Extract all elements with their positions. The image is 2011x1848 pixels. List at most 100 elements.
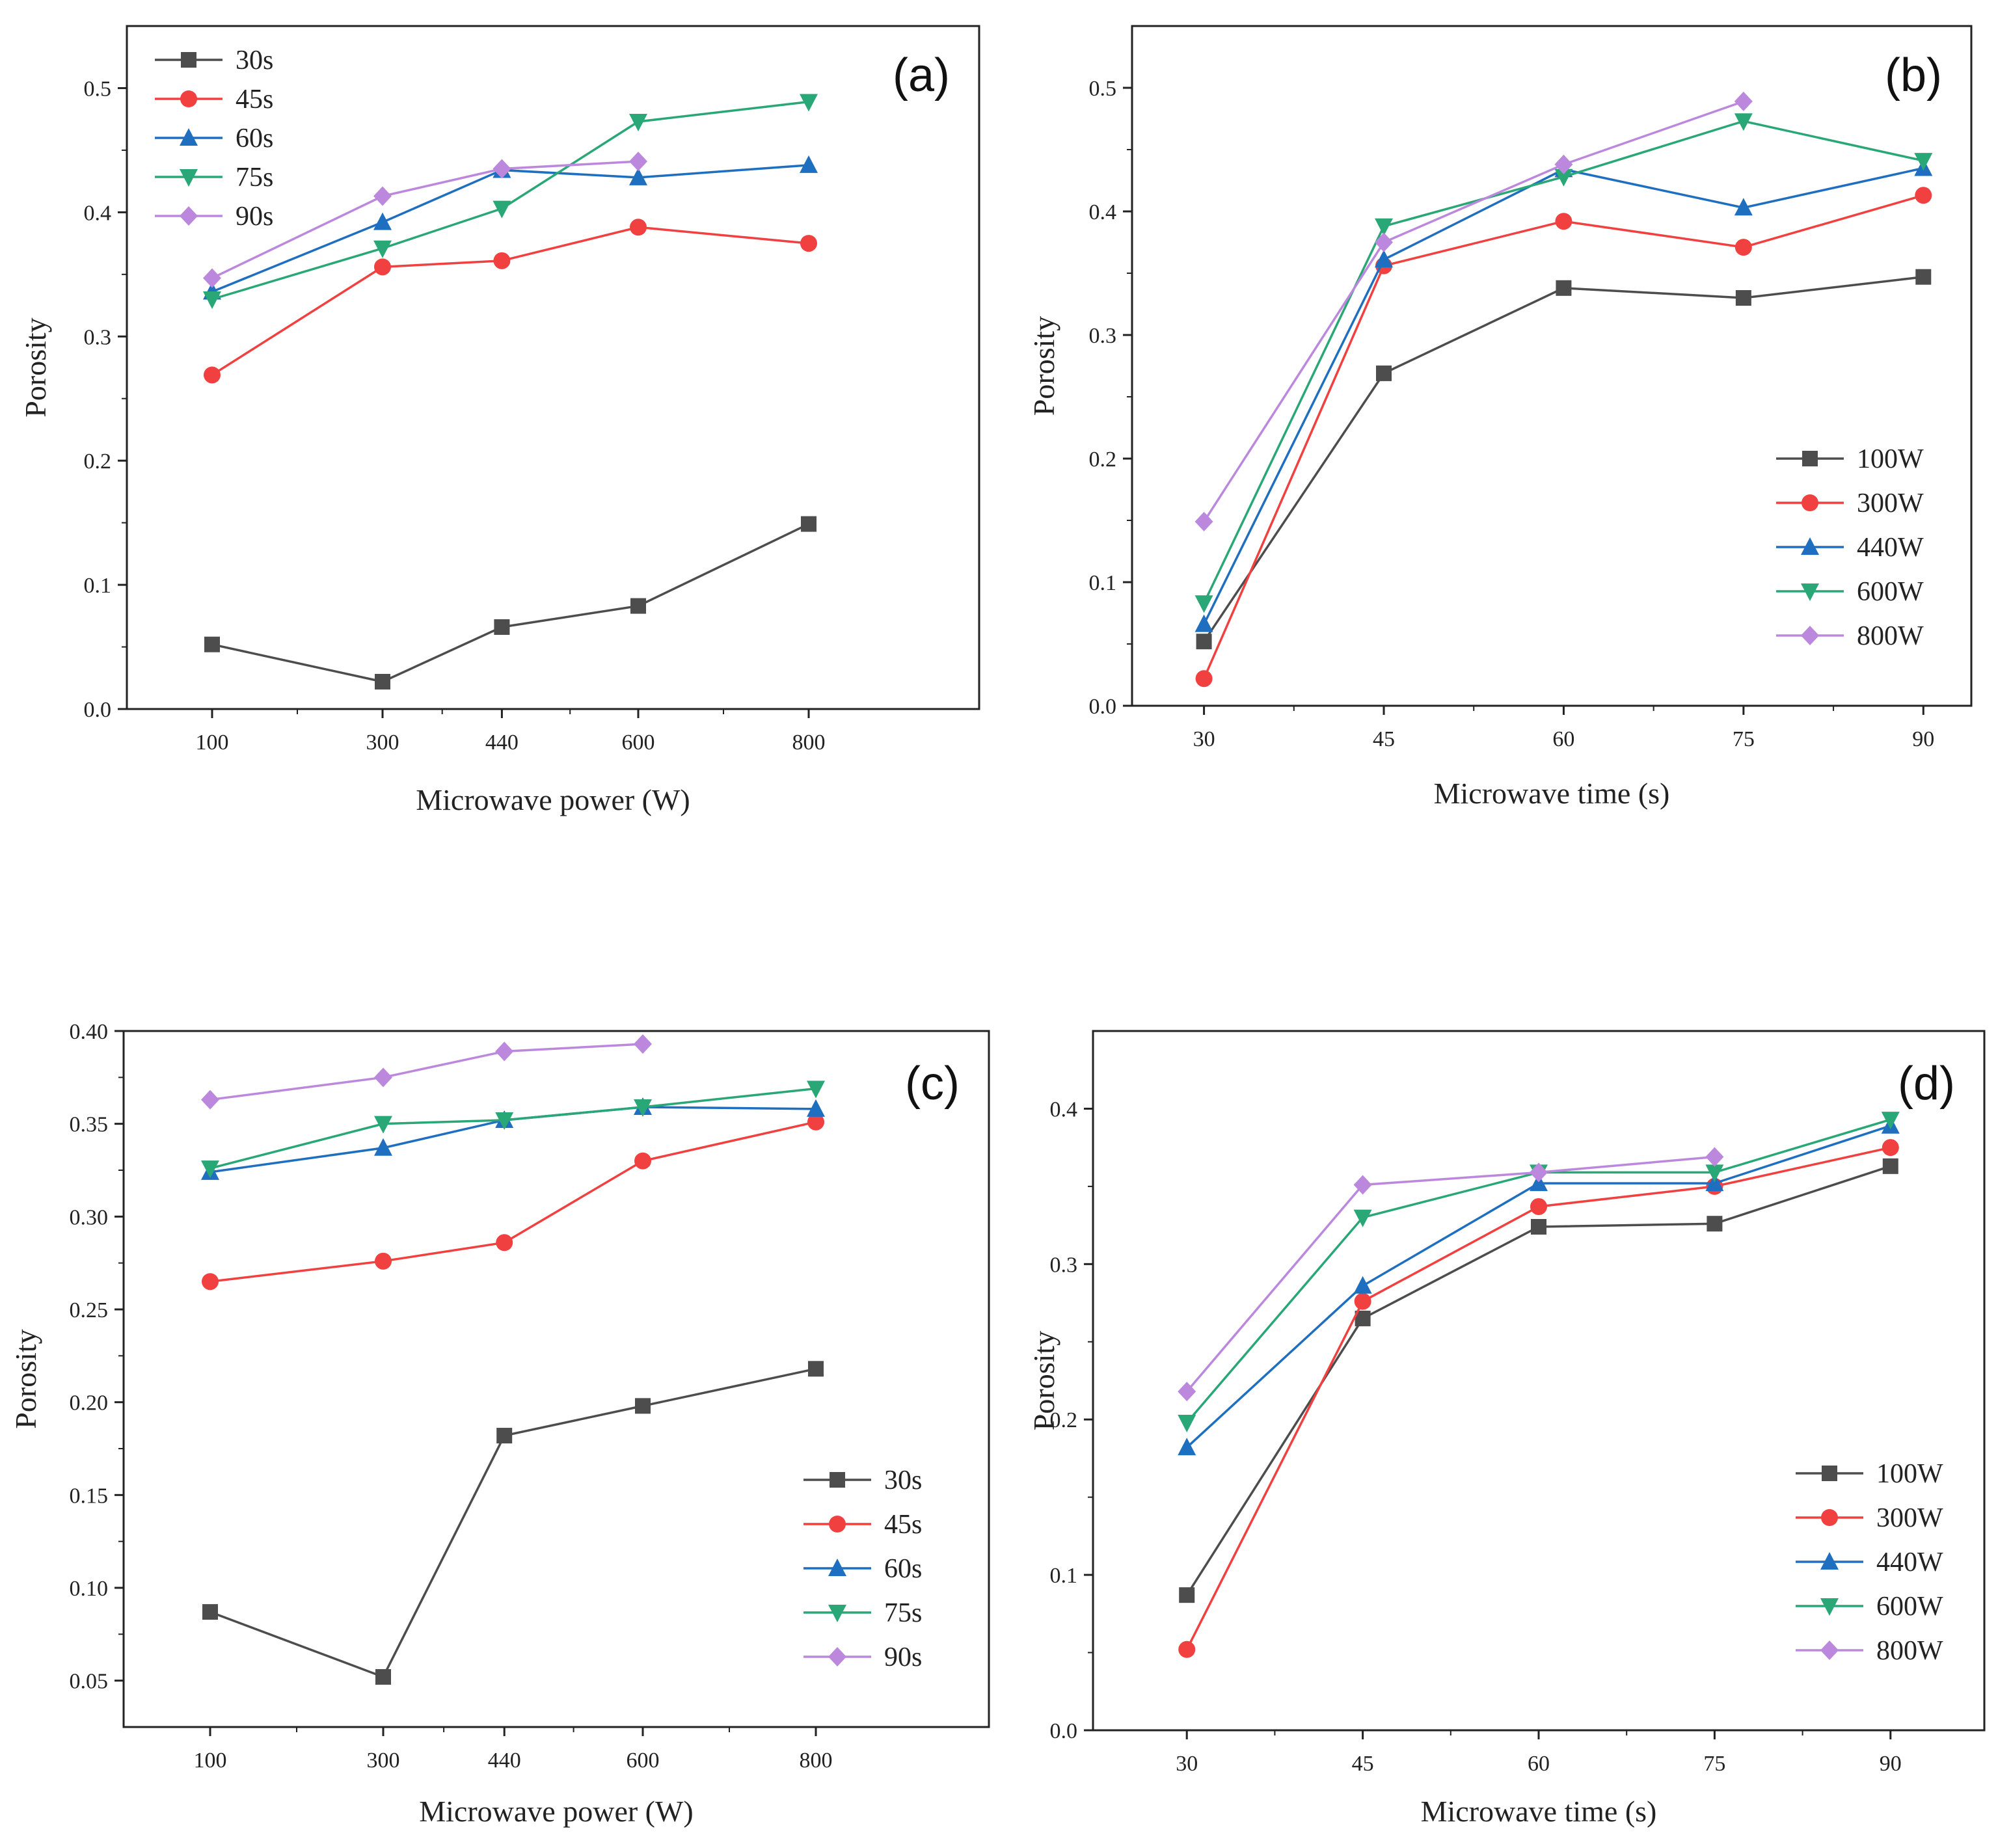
legend-label: 800W: [1876, 1636, 1943, 1666]
series-line-600W: [1202, 120, 1924, 604]
data-point-30s: [808, 1361, 824, 1377]
data-point-600W: [1914, 153, 1933, 171]
legend-marker: [1801, 537, 1819, 555]
x-tick-label: 45: [1373, 727, 1395, 751]
legend-marker: [830, 1472, 845, 1488]
x-tick-label: 600: [627, 1748, 660, 1773]
data-point-800W: [1375, 232, 1393, 252]
data-point-300W: [1195, 670, 1213, 688]
data-point-75s: [629, 114, 647, 131]
series-line-90s: [211, 160, 639, 280]
data-point-100W: [1531, 1219, 1546, 1235]
data-point-60s: [629, 167, 647, 185]
y-tick-label: 0.10: [70, 1577, 109, 1601]
legend-label: 60s: [236, 124, 273, 154]
data-point-90s: [629, 152, 647, 172]
data-point-100W: [1707, 1216, 1723, 1232]
y-tick-label: 0.05: [70, 1670, 109, 1694]
data-point-30s: [375, 674, 390, 690]
y-tick-label: 0.3: [1089, 324, 1117, 348]
data-point-600W: [1734, 113, 1753, 131]
x-tick-label: 30: [1193, 727, 1215, 751]
y-tick-label: 0.15: [70, 1484, 109, 1508]
y-tick-label: 0.5: [84, 77, 112, 101]
data-point-60s: [807, 1099, 825, 1117]
data-point-440W: [1194, 614, 1213, 632]
panel-b: 30 45 60 75 90 0.0 0.1 0.2 0.3 0.4 0.5 Microwave ti…: [1027, 25, 1973, 810]
data-point-100W: [1556, 280, 1572, 296]
x-tick-label: 300: [366, 730, 399, 755]
legend-label: 30s: [884, 1466, 922, 1495]
legend-label: 60s: [884, 1554, 922, 1584]
y-tick-label: 0.1: [1050, 1564, 1078, 1588]
y-axis-title: Porosity: [1027, 1331, 1060, 1430]
legend-marker: [180, 206, 198, 226]
y-tick-label: 0.30: [70, 1205, 109, 1229]
data-point-100W: [1196, 634, 1212, 650]
panel-c: 100 300 440 600 800 0.05 0.10 0.15 0.20 0.25 0.30 0…: [9, 1020, 990, 1828]
series-line-800W: [1185, 1155, 1715, 1393]
y-tick-label: 0.3: [1050, 1253, 1078, 1277]
data-point-30s: [375, 1668, 391, 1685]
series-line-300W: [1202, 194, 1924, 679]
x-tick-label: 100: [196, 730, 229, 755]
series-line-75s: [211, 100, 809, 301]
legend: 100W 300W 440W 600W 800W: [1776, 444, 1924, 651]
legend-marker: [181, 52, 196, 68]
data-point-75s: [201, 1160, 219, 1179]
y-tick-label: 0.0: [84, 698, 112, 722]
panel-d: 30 45 60 75 90 0.0 0.1 0.2 0.3 0.4 Microwave time …: [1027, 1030, 1986, 1828]
legend-marker: [180, 128, 198, 146]
legend-label: 75s: [236, 163, 273, 193]
data-point-75s: [495, 1112, 514, 1130]
data-point-600W: [1194, 595, 1213, 613]
data-point-45s: [374, 258, 391, 276]
y-tick-label: 0.25: [70, 1298, 109, 1322]
panel-label: (c): [905, 1058, 960, 1110]
data-point-60s: [800, 155, 818, 173]
data-point-30s: [494, 619, 510, 635]
x-tick-label: 600: [622, 730, 655, 755]
x-tick-label: 60: [1528, 1752, 1550, 1776]
panel-a: 100 300 440 600 800 0.0 0.1 0.2 0.3 0.4 0.5 Microwa…: [19, 25, 980, 816]
data-point-30s: [635, 1398, 651, 1414]
legend: 100W 300W 440W 600W 800W: [1796, 1459, 1943, 1666]
data-point-45s: [375, 1252, 392, 1270]
y-tick-label: 0.3: [84, 325, 112, 349]
data-point-300W: [1354, 1292, 1371, 1310]
data-point-600W: [1554, 168, 1573, 187]
data-point-75s: [203, 291, 221, 309]
data-point-45s: [496, 1234, 513, 1252]
legend-label: 45s: [884, 1510, 922, 1540]
y-tick-label: 0.0: [1089, 695, 1117, 719]
legend-marker: [828, 1559, 846, 1576]
plot-frame: [1092, 1030, 1986, 1732]
data-point-100W: [1376, 365, 1392, 381]
panel-label: (d): [1898, 1058, 1955, 1110]
x-tick-label: 75: [1733, 727, 1755, 751]
data-point-75s: [634, 1099, 652, 1117]
series-line-45s: [211, 226, 809, 376]
x-axis-title: Microwave power (W): [416, 783, 690, 816]
data-point-800W: [1705, 1147, 1724, 1167]
y-tick-label: 0.4: [1050, 1097, 1078, 1121]
y-tick-label: 0.4: [84, 201, 112, 225]
data-point-75s: [807, 1080, 825, 1099]
legend-label: 300W: [1876, 1503, 1943, 1533]
data-point-600W: [1353, 1209, 1372, 1227]
y-tick-label: 0.1: [1089, 571, 1117, 595]
y-tick-label: 0.4: [1089, 200, 1117, 224]
legend-label: 440W: [1876, 1547, 1943, 1577]
x-tick-label: 90: [1880, 1752, 1902, 1776]
x-axis-title: Microwave power (W): [419, 1795, 693, 1828]
y-tick-label: 0.2: [84, 449, 112, 474]
legend-marker: [828, 1647, 846, 1667]
data-point-30s: [496, 1428, 513, 1444]
legend-marker: [180, 90, 197, 107]
x-tick-label: 90: [1912, 727, 1934, 751]
data-point-90s: [374, 1067, 392, 1088]
series-line-90s: [209, 1043, 643, 1101]
data-point-90s: [634, 1034, 652, 1054]
legend-marker: [1820, 1552, 1839, 1570]
